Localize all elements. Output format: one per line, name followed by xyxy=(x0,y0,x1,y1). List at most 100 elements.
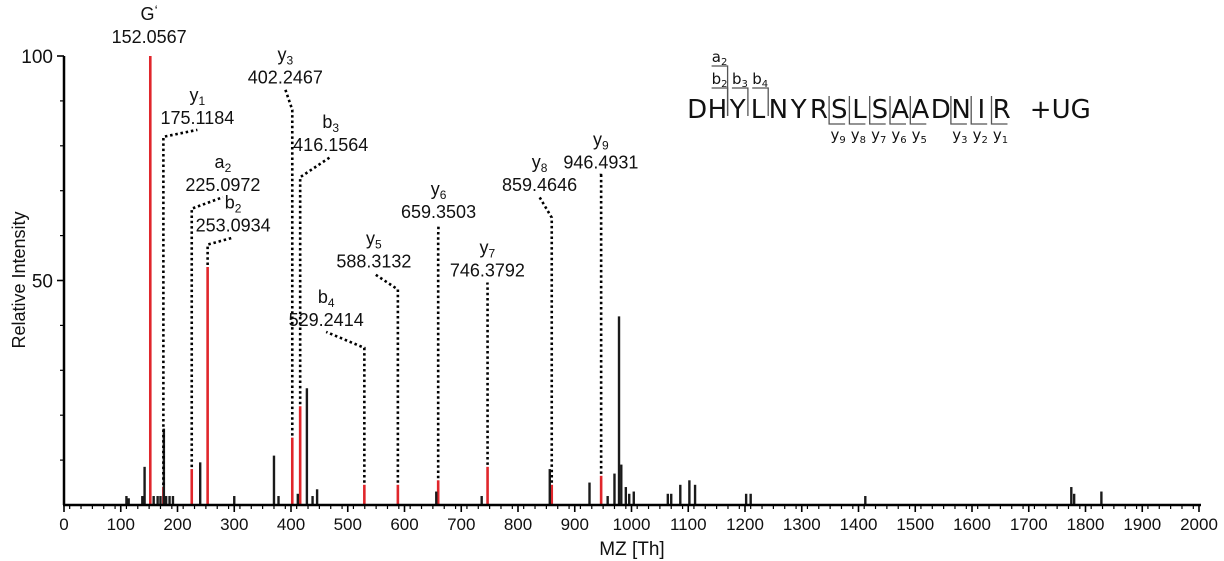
ion-label: y1 xyxy=(190,85,206,108)
x-tick-label: 800 xyxy=(504,515,532,534)
residue-l: L xyxy=(751,95,766,125)
ion-label: b3 xyxy=(322,112,339,135)
mz-label: 416.1564 xyxy=(293,135,368,155)
ticks-layer: 0 100 200 300 400 500 600 700 800 900 1000 1100 1200… xyxy=(21,47,1218,534)
ion-label: G‘ xyxy=(141,2,158,24)
c-term-bracket xyxy=(990,96,1008,125)
annotation-leader xyxy=(538,196,554,483)
annotation-leader xyxy=(373,272,400,483)
x-tick-label: 300 xyxy=(220,515,248,534)
ion-label: y7 xyxy=(480,238,496,261)
annotation-leader xyxy=(162,128,198,486)
n-term-ion-label: a2 xyxy=(712,48,728,68)
c-term-bracket xyxy=(828,96,846,125)
x-tick-label: 1100 xyxy=(670,515,707,534)
y-tick-label: 100 xyxy=(21,47,53,68)
residue-n: N xyxy=(951,95,970,125)
residue-h: H xyxy=(708,95,728,125)
residue-d: D xyxy=(687,95,707,125)
annotation-leader xyxy=(284,89,294,436)
x-tick-label: 500 xyxy=(334,515,362,534)
residue-s: S xyxy=(872,95,889,125)
c-term-ion-label: y6 xyxy=(891,126,906,146)
residue-d: D xyxy=(931,95,951,125)
c-term-ion-label: y8 xyxy=(851,126,866,146)
mz-label: 859.4646 xyxy=(502,175,577,195)
mz-label: 946.4931 xyxy=(563,153,638,173)
x-tick-label: 400 xyxy=(277,515,305,534)
mz-label: 402.2467 xyxy=(248,67,323,87)
residue-y: Y xyxy=(729,95,746,125)
c-term-bracket xyxy=(909,96,927,125)
n-term-ion-label: b3 xyxy=(732,70,748,90)
mz-label: 529.2414 xyxy=(289,310,364,330)
residue-a: A xyxy=(912,95,930,125)
annotation-leader xyxy=(325,330,366,483)
c-term-bracket xyxy=(970,96,988,125)
residue-y: Y xyxy=(790,95,807,125)
residue-s: S xyxy=(831,95,848,125)
ion-label: b2 xyxy=(225,193,242,216)
x-tick-label: 1600 xyxy=(953,515,991,534)
x-tick-label: 1000 xyxy=(613,515,651,534)
x-axis-label: MZ [Th] xyxy=(599,539,664,560)
c-term-bracket xyxy=(869,96,886,125)
x-tick-label: 1400 xyxy=(840,515,878,534)
mz-label: 588.3132 xyxy=(336,252,411,272)
annotation-leader xyxy=(206,236,234,266)
peaks-layer xyxy=(125,56,1103,505)
ion-label: y3 xyxy=(277,44,293,67)
c-term-ion-label: y9 xyxy=(830,126,845,146)
mz-label: 225.0972 xyxy=(185,175,260,195)
ion-label: a2 xyxy=(215,152,232,175)
c-term-ion-label: y7 xyxy=(871,126,886,146)
c-term-ion-label: y3 xyxy=(952,126,967,146)
ion-label: y5 xyxy=(366,229,382,252)
mz-label: 175.1184 xyxy=(160,108,234,128)
annotation-leader xyxy=(298,155,332,405)
x-tick-label: 0 xyxy=(59,515,68,534)
residue-r: R xyxy=(993,95,1011,125)
x-tick-label: 1200 xyxy=(726,515,764,534)
y-axis-label: Relative Intensity xyxy=(9,211,29,348)
c-term-bracket xyxy=(848,96,866,125)
n-term-bracket xyxy=(711,87,729,116)
modification-label: +UG xyxy=(1030,95,1091,125)
mz-label: 746.3792 xyxy=(450,261,525,281)
x-tick-label: 1800 xyxy=(1067,515,1105,534)
c-term-ion-label: y2 xyxy=(973,126,988,146)
residue-r: R xyxy=(810,95,828,125)
x-tick-label: 700 xyxy=(447,515,475,534)
residue-n: N xyxy=(769,95,788,125)
residue-l: L xyxy=(852,95,867,125)
mz-label: 253.0934 xyxy=(196,216,271,236)
n-term-ion-label: b4 xyxy=(752,70,768,90)
x-tick-label: 1700 xyxy=(1010,515,1048,534)
mz-label: 659.3503 xyxy=(401,202,476,222)
residue-a: A xyxy=(891,95,909,125)
n-term-bracket xyxy=(731,87,749,116)
x-tick-label: 200 xyxy=(163,515,191,534)
c-term-bracket xyxy=(889,96,906,125)
ion-label: b4 xyxy=(318,287,335,310)
x-tick-label: 1900 xyxy=(1123,515,1161,534)
n-term-bracket xyxy=(752,87,769,116)
c-term-ion-label: y5 xyxy=(912,126,927,146)
x-tick-label: 100 xyxy=(107,515,135,534)
y-tick-label: 50 xyxy=(32,272,53,293)
x-tick-label: 1500 xyxy=(896,515,934,534)
n-term-ion-label: b2 xyxy=(712,70,728,90)
x-tick-label: 600 xyxy=(390,515,418,534)
mz-label: 152.0567 xyxy=(112,27,187,47)
ion-label: y9 xyxy=(593,130,609,153)
x-tick-label: 1300 xyxy=(783,515,821,534)
c-term-bracket xyxy=(950,96,967,125)
annotation-leader xyxy=(190,195,224,468)
c-term-ion-label: y1 xyxy=(993,126,1008,146)
ion-label: y6 xyxy=(431,179,447,202)
x-tick-label: 2000 xyxy=(1180,515,1218,534)
residue-i: I xyxy=(978,95,986,125)
